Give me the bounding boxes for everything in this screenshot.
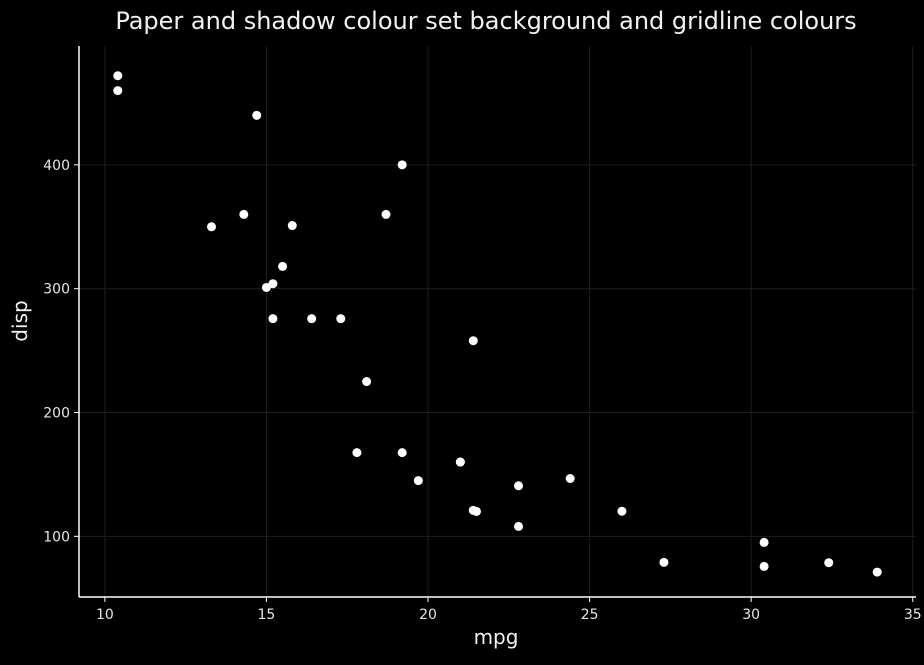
x-tick-label: 30 (742, 607, 760, 623)
data-point (113, 71, 123, 81)
data-point (565, 474, 575, 484)
data-point (307, 314, 317, 324)
data-point (336, 314, 346, 324)
data-point (514, 521, 524, 531)
x-axis-title: mpg (474, 625, 519, 649)
data-point (239, 209, 249, 219)
data-point (268, 314, 278, 324)
data-point (514, 481, 524, 491)
y-tick-label: 300 (43, 282, 70, 298)
data-point (278, 261, 288, 271)
y-tick-label: 200 (43, 406, 70, 422)
data-point (759, 537, 769, 547)
x-tick-label: 25 (581, 607, 599, 623)
data-point (824, 558, 834, 568)
x-tick-label: 35 (904, 607, 922, 623)
data-point (381, 209, 391, 219)
data-point (468, 336, 478, 346)
data-point (113, 86, 123, 96)
data-point (252, 110, 262, 120)
data-point (397, 160, 407, 170)
y-tick-label: 100 (43, 529, 70, 545)
x-tick-label: 20 (419, 607, 437, 623)
x-tick-label: 10 (96, 607, 114, 623)
data-point (206, 222, 216, 232)
data-point (397, 448, 407, 458)
data-point (362, 377, 372, 387)
x-tick-label: 15 (258, 607, 276, 623)
data-point (659, 557, 669, 567)
chart-title: Paper and shadow colour set background a… (115, 7, 856, 35)
data-point (413, 476, 423, 486)
y-tick-label: 400 (43, 158, 70, 174)
data-point (468, 505, 478, 515)
data-point (261, 282, 271, 292)
data-points (113, 71, 882, 577)
data-point (872, 567, 882, 577)
data-point (759, 561, 769, 571)
data-point (287, 221, 297, 231)
y-axis-title: disp (8, 300, 32, 341)
data-point (352, 448, 362, 458)
axes: 10 15 20 25 30 35 100 200 300 400 (43, 46, 922, 623)
data-point (617, 506, 627, 516)
data-point (455, 457, 465, 467)
gridlines (79, 46, 916, 597)
